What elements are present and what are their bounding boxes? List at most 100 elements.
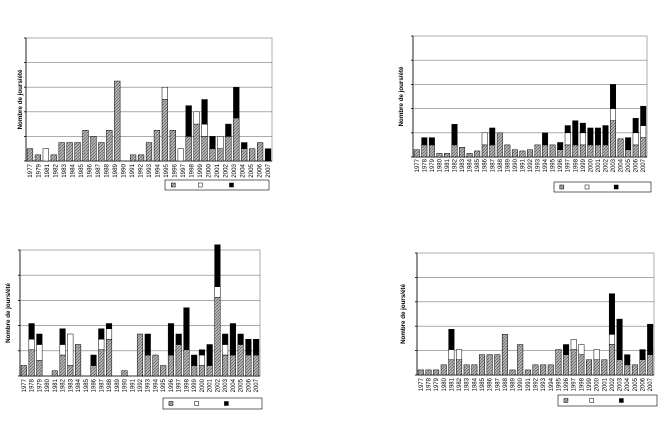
x-tick-label: 1978 bbox=[426, 377, 432, 391]
bar-segment-1978-s1 bbox=[28, 349, 35, 377]
bar-segment-1992-s1 bbox=[527, 149, 533, 158]
x-tick-label: 2000 bbox=[595, 377, 601, 391]
bar-segment-2001-s3 bbox=[206, 344, 213, 366]
y-axis-label: Nombre de jours/été bbox=[17, 69, 24, 129]
bar-segment-1997-s3 bbox=[564, 125, 571, 134]
bar-segment-1999-s1 bbox=[201, 136, 208, 162]
bar-segment-1981-s1 bbox=[448, 359, 455, 376]
x-tick-label: 1988 bbox=[104, 163, 111, 177]
x-tick-label: 2003 bbox=[611, 158, 617, 172]
bar-segment-1998-s1 bbox=[572, 144, 579, 158]
bar-segment-1998-s3 bbox=[183, 307, 190, 350]
x-tick-label: 1996 bbox=[169, 378, 175, 392]
legend-swatch-2 bbox=[584, 184, 590, 190]
x-tick-label: 2002 bbox=[610, 377, 616, 391]
bar-segment-1987-s3 bbox=[98, 328, 105, 340]
x-tick-label: 2006 bbox=[641, 377, 647, 391]
bar-segment-1991-s1 bbox=[519, 150, 526, 158]
bar-segment-1979-s1 bbox=[36, 360, 43, 377]
bar-segment-2002-s1 bbox=[225, 136, 232, 162]
bar-segment-2005-s3 bbox=[237, 333, 244, 345]
legend-swatch-1 bbox=[168, 401, 174, 406]
x-tick-label: 1989 bbox=[505, 158, 511, 172]
bar-segment-2003-s3 bbox=[616, 318, 623, 361]
x-tick-label: 1999 bbox=[587, 377, 593, 391]
bar-segment-1997-s1 bbox=[564, 144, 571, 158]
bar-segment-1998-s1 bbox=[578, 354, 585, 376]
bar-segment-2002-s3 bbox=[214, 244, 221, 287]
bar-segment-2006-s2 bbox=[632, 132, 639, 146]
x-tick-label: 1990 bbox=[513, 158, 519, 172]
bar-segment-1986-s1 bbox=[486, 354, 493, 376]
bar-segment-1978-s2 bbox=[28, 339, 35, 350]
x-tick-label: 2007 bbox=[641, 158, 647, 172]
bar-segment-1978-s1 bbox=[34, 154, 42, 162]
bar-segment-1982-s2 bbox=[456, 349, 463, 361]
bar-segment-1999-s3 bbox=[201, 99, 208, 125]
bar-segment-1982-s1 bbox=[66, 142, 73, 162]
bar-segment-2001-s1 bbox=[206, 365, 213, 377]
bar-segment-1987-s1 bbox=[98, 349, 105, 377]
bar-segment-1984-s1 bbox=[82, 130, 89, 162]
bar-segment-1997-s3 bbox=[175, 333, 182, 345]
x-tick-label: 1995 bbox=[161, 378, 167, 392]
bar-segment-1999-s3 bbox=[191, 354, 198, 366]
legend-swatch-3 bbox=[613, 184, 619, 190]
x-tick-label: 1995 bbox=[163, 163, 170, 177]
x-tick-label: 1992 bbox=[138, 378, 144, 392]
x-tick-label: 2000 bbox=[205, 163, 212, 177]
x-tick-label: 1993 bbox=[146, 163, 153, 177]
bar-segment-1978-s1 bbox=[421, 144, 428, 158]
x-tick-label: 1987 bbox=[490, 158, 496, 172]
bar-segment-1985-s1 bbox=[90, 136, 97, 162]
bar-segment-1983-s1 bbox=[463, 364, 470, 376]
x-tick-label: 2002 bbox=[603, 158, 609, 172]
x-tick-label: 1982 bbox=[61, 378, 67, 392]
x-tick-label: 2006 bbox=[256, 163, 263, 177]
x-tick-label: 1987 bbox=[99, 378, 105, 392]
bar-segment-2005-s1 bbox=[625, 149, 632, 158]
bar-segment-2001-s1 bbox=[601, 359, 608, 376]
bar-segment-2003-s1 bbox=[233, 117, 240, 162]
bar-segment-1990-s1 bbox=[517, 344, 524, 376]
bar-segment-1997-s1 bbox=[175, 344, 182, 377]
bar-segment-1980-s1 bbox=[436, 153, 443, 158]
bar-segment-2004-s3 bbox=[624, 354, 631, 366]
x-tick-label: 2003 bbox=[618, 377, 624, 391]
bar-segment-1993-s3 bbox=[144, 333, 151, 356]
legend bbox=[553, 181, 652, 193]
bar-segment-1998-s3 bbox=[572, 120, 579, 146]
bar-segment-1999-s2 bbox=[201, 123, 208, 137]
bar-segment-1979-s1 bbox=[433, 369, 440, 376]
x-tick-label: 1983 bbox=[460, 158, 466, 172]
x-tick-label: 1990 bbox=[518, 377, 524, 391]
legend-swatch-3 bbox=[229, 182, 234, 188]
bar-segment-2006-s1 bbox=[639, 359, 646, 376]
bar-segment-2000-s1 bbox=[587, 144, 594, 158]
bar-segment-1981-s1 bbox=[51, 370, 58, 377]
x-tick-label: 1997 bbox=[566, 158, 572, 172]
bar-segment-1987-s1 bbox=[106, 130, 113, 162]
bar-segment-1996-s3 bbox=[557, 142, 564, 150]
x-tick-label: 1992 bbox=[534, 377, 540, 391]
bar-segment-1993-s1 bbox=[534, 144, 541, 158]
x-tick-label: 1992 bbox=[528, 158, 534, 172]
x-tick-label: 1996 bbox=[564, 377, 570, 391]
bar-segment-1986-s1 bbox=[481, 144, 488, 158]
x-tick-label: 1990 bbox=[121, 163, 128, 177]
bar-segment-2003-s1 bbox=[616, 359, 623, 376]
x-tick-label: 1994 bbox=[549, 377, 555, 391]
bar-segment-2006-s1 bbox=[256, 142, 264, 162]
bar-segment-2000-s3 bbox=[198, 349, 205, 356]
bar-segment-2003-s3 bbox=[222, 333, 229, 345]
bar-segment-1994-s1 bbox=[152, 354, 159, 377]
x-tick-label: 1991 bbox=[526, 377, 532, 391]
x-tick-label: 1997 bbox=[180, 163, 187, 177]
x-tick-label: 1998 bbox=[184, 378, 190, 392]
legend bbox=[164, 179, 270, 191]
x-tick-label: 1997 bbox=[177, 378, 183, 392]
x-tick-label: 2005 bbox=[626, 158, 632, 172]
x-tick-label: 2007 bbox=[265, 163, 272, 177]
bar-segment-1993-s1 bbox=[153, 130, 161, 162]
x-tick-label: 1981 bbox=[53, 378, 59, 392]
